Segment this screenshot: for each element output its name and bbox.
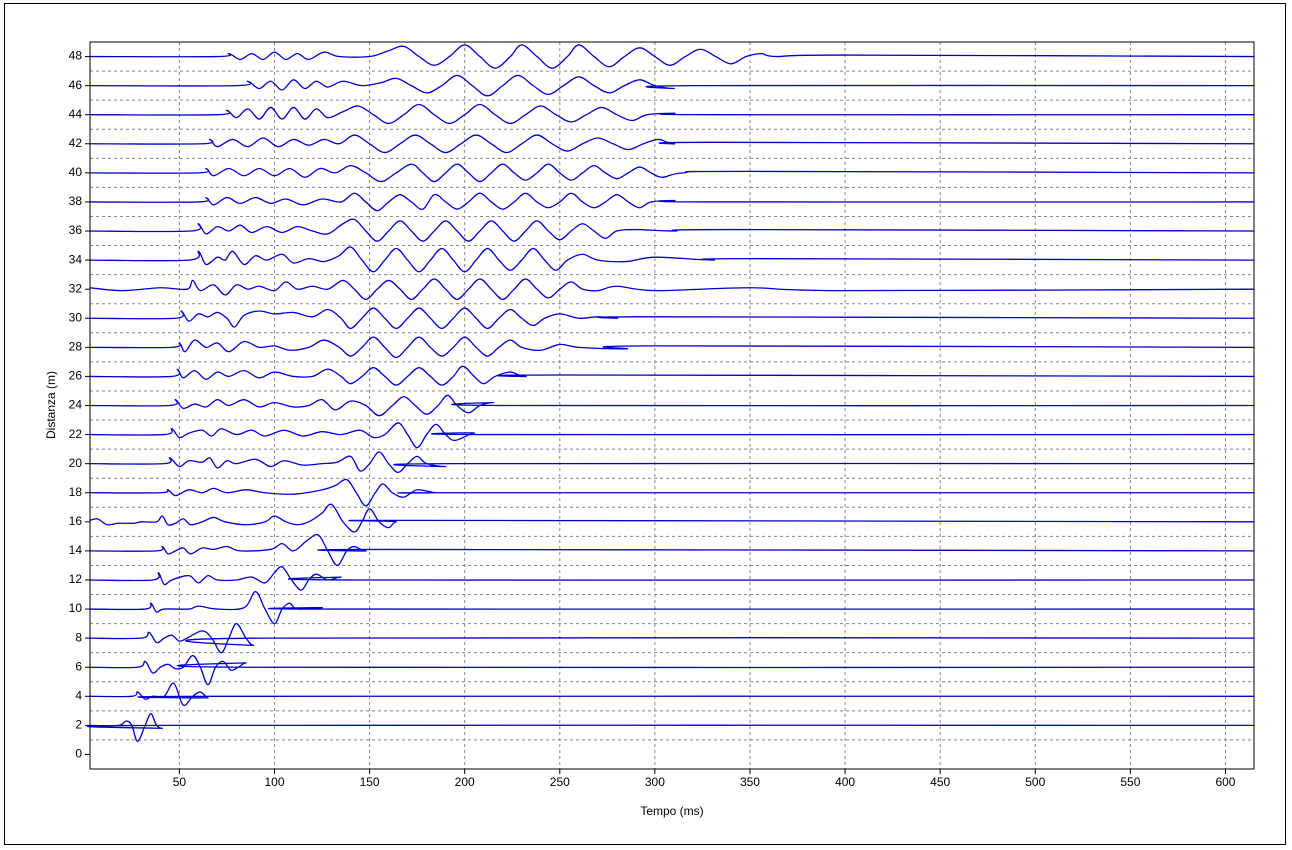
trace-line: [89, 654, 1255, 686]
trace-line: [87, 713, 1255, 743]
x-axis-label: Tempo (ms): [640, 804, 703, 818]
trace-line: [89, 192, 1255, 212]
trace-line: [89, 365, 1255, 386]
x-tick-label: 600: [1215, 775, 1235, 789]
y-tick-label: 40: [69, 165, 83, 179]
y-tick-label: 44: [69, 107, 83, 121]
y-tick-label: 0: [75, 747, 82, 761]
trace-line: [89, 74, 1255, 97]
trace-line: [89, 336, 1255, 359]
trace-line: [89, 566, 1255, 591]
y-tick-label: 10: [69, 601, 83, 615]
y-tick-label: 24: [69, 398, 83, 412]
trace-line: [89, 44, 1255, 69]
y-tick-label: 30: [69, 310, 83, 324]
y-tick-label: 26: [69, 369, 83, 383]
trace-line: [89, 503, 1255, 533]
trace-line: [89, 278, 1255, 301]
x-tick-label: 450: [930, 775, 950, 789]
trace-line: [89, 682, 1255, 707]
trace-line: [89, 307, 1255, 330]
trace-line: [89, 590, 1255, 625]
y-tick-label: 4: [75, 688, 82, 702]
y-tick-label: 48: [69, 49, 83, 63]
trace-line: [89, 103, 1255, 125]
y-tick-label: 36: [69, 223, 83, 237]
y-axis-label: Distanza (m): [44, 371, 58, 439]
x-tick-label: 350: [740, 775, 760, 789]
y-tick-label: 12: [69, 572, 83, 586]
trace-line: [89, 218, 1255, 242]
trace-line: [89, 394, 1255, 417]
y-tick-label: 18: [69, 485, 83, 499]
trace-line: [89, 622, 1255, 654]
y-tick-label: 42: [69, 136, 83, 150]
y-tick-label: 14: [69, 543, 83, 557]
x-tick-label: 550: [1120, 775, 1140, 789]
y-tick-label: 8: [75, 630, 82, 644]
x-tick-label: 100: [264, 775, 284, 789]
y-tick-label: 32: [69, 281, 83, 295]
x-tick-label: 500: [1025, 775, 1045, 789]
x-tick-label: 200: [455, 775, 475, 789]
trace-line: [89, 533, 1255, 567]
y-tick-label: 22: [69, 427, 83, 441]
trace-line: [89, 134, 1255, 154]
x-tick-label: 300: [645, 775, 665, 789]
y-tick-label: 38: [69, 194, 83, 208]
y-tick-label: 28: [69, 340, 83, 354]
trace-line: [89, 422, 1255, 449]
x-tick-label: 250: [550, 775, 570, 789]
trace-line: [89, 246, 1255, 273]
y-tick-label: 34: [69, 252, 83, 266]
trace-line: [89, 451, 1255, 474]
window-frame: [4, 3, 1286, 845]
y-tick-label: 2: [75, 718, 82, 732]
trace-line: [89, 163, 1255, 183]
trace-line: [89, 478, 1254, 507]
y-tick-label: 20: [69, 456, 83, 470]
y-tick-label: 46: [69, 78, 83, 92]
y-tick-label: 6: [75, 659, 82, 673]
x-tick-label: 400: [835, 775, 855, 789]
y-tick-label: 16: [69, 514, 83, 528]
x-tick-label: 150: [360, 775, 380, 789]
plot-border: [89, 41, 1255, 770]
x-tick-label: 50: [173, 775, 187, 789]
